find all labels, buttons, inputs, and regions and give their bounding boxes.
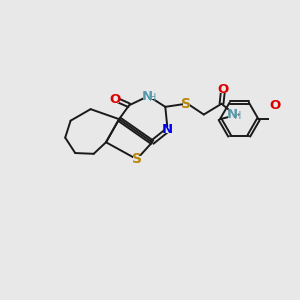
Text: S: S (132, 152, 142, 166)
Text: N: N (227, 108, 238, 121)
Text: O: O (218, 83, 229, 96)
FancyBboxPatch shape (272, 102, 279, 109)
FancyBboxPatch shape (164, 127, 171, 133)
Text: O: O (270, 99, 281, 112)
Text: H: H (234, 111, 242, 121)
Text: N: N (141, 90, 152, 103)
Text: S: S (181, 97, 191, 111)
FancyBboxPatch shape (112, 96, 119, 103)
FancyBboxPatch shape (228, 112, 238, 118)
FancyBboxPatch shape (220, 86, 226, 93)
FancyBboxPatch shape (183, 100, 190, 107)
Text: N: N (162, 123, 173, 136)
FancyBboxPatch shape (143, 93, 154, 99)
FancyBboxPatch shape (133, 156, 141, 163)
Text: O: O (110, 93, 121, 106)
Text: H: H (148, 93, 156, 103)
